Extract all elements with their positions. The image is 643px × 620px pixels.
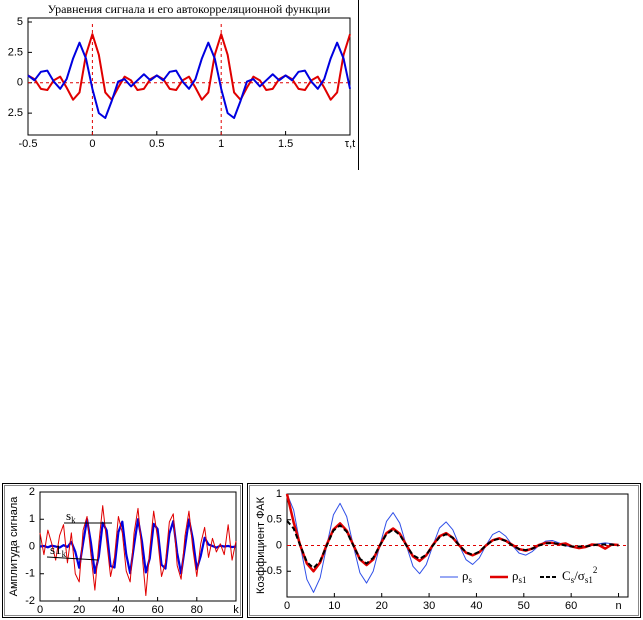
y-tick-label: 0.5 <box>267 514 282 526</box>
x-tick-label: 10 <box>328 600 340 612</box>
panel-frame <box>247 483 641 618</box>
label-part: /σ <box>574 568 585 583</box>
label-part: ρ <box>462 568 469 583</box>
x-tick-label: 60 <box>151 604 163 616</box>
y-tick-label: 0 <box>17 77 23 89</box>
x-tick-label: n <box>615 600 621 612</box>
label-part: s <box>66 508 71 523</box>
x-tick-label: 0 <box>37 604 43 616</box>
x-tick-label: 30 <box>423 600 435 612</box>
y-tick-label: 2.5 <box>8 46 23 58</box>
label-part: ρ <box>512 568 519 583</box>
y-tick-label: 1 <box>276 488 282 500</box>
y-tick-label: 0 <box>276 539 282 551</box>
y-tick-label: 0 <box>29 540 35 552</box>
x-tick-label: 0.5 <box>149 138 164 150</box>
series-line <box>286 520 619 570</box>
x-tick-label: τ,t <box>345 138 355 150</box>
x-tick-label: k <box>233 604 239 616</box>
series-line <box>285 493 619 573</box>
legend-label: Cs/σs12 <box>562 565 597 585</box>
label-part: s1 <box>519 575 527 585</box>
y-axis-label: Амплитуда сигнала <box>8 496 20 597</box>
label-part: s1 <box>50 542 62 557</box>
legend-label: ρs1 <box>512 568 527 585</box>
chart-title: Уравнения сигнала и его автокорреляционн… <box>48 2 331 16</box>
legend-label: s1k <box>50 542 67 559</box>
y-tick-label: -1 <box>25 568 35 580</box>
label-part: s1 <box>585 575 593 585</box>
y-tick-label: 5 <box>17 16 23 28</box>
x-tick-label: 0 <box>89 138 95 150</box>
x-tick-label: 80 <box>191 604 203 616</box>
label-part: k <box>71 515 76 525</box>
y-tick-label: 2 <box>29 486 35 498</box>
x-tick-label: -0.5 <box>19 138 38 150</box>
leader-line <box>46 556 99 561</box>
x-tick-label: 40 <box>470 600 482 612</box>
y-axis-label: Коэффициент ФАК <box>255 496 267 594</box>
label-part: 2 <box>593 565 598 575</box>
panel-frame <box>4 485 241 616</box>
series-line <box>27 33 351 101</box>
x-tick-label: 20 <box>73 604 85 616</box>
x-tick-label: 1 <box>218 138 224 150</box>
label-part: k <box>62 549 67 559</box>
y-tick-label: 2.5 <box>8 107 23 119</box>
y-tick-label: 1 <box>29 513 35 525</box>
label-part: s <box>469 575 473 585</box>
x-tick-label: 40 <box>112 604 124 616</box>
x-tick-label: 1.5 <box>278 138 293 150</box>
panel-frame <box>2 483 243 618</box>
panel-frame <box>249 485 639 616</box>
series-line <box>39 505 237 597</box>
x-tick-label: 0 <box>284 600 290 612</box>
series-line <box>27 41 351 119</box>
x-tick-label: 60 <box>565 600 577 612</box>
label-part: C <box>562 568 571 583</box>
label-part: s <box>571 575 575 585</box>
x-tick-label: 20 <box>376 600 388 612</box>
x-tick-label: 50 <box>518 600 530 612</box>
y-tick-label: -0.5 <box>263 565 282 577</box>
y-tick-label: -2 <box>25 595 35 607</box>
legend-label: sk <box>66 508 76 525</box>
legend-label: ρs <box>462 568 473 585</box>
